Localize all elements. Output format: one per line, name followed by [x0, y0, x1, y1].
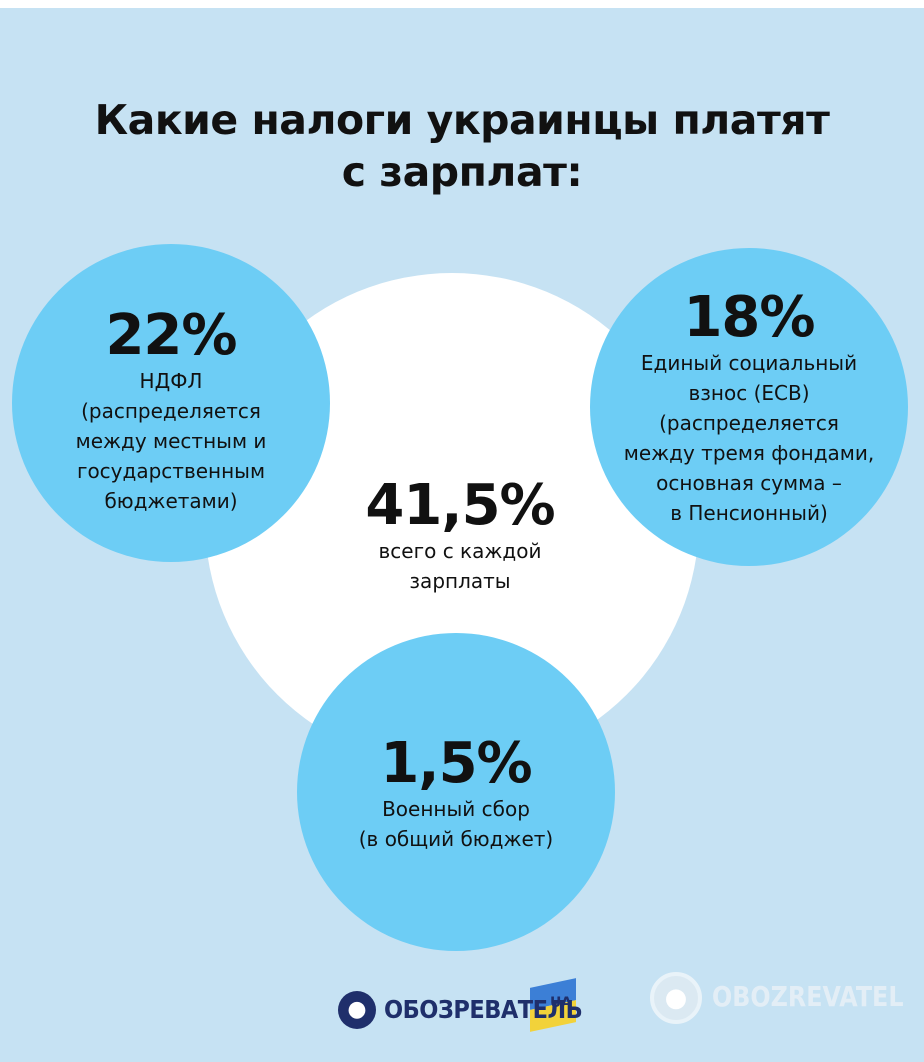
military-levy-circle: [297, 633, 615, 951]
esv-line: Единый социальный: [640, 351, 858, 375]
logo-wordmark: ОБОЗРЕВАТЕЛЬ: [384, 995, 583, 1024]
esv-line: в Пенсионный): [670, 501, 828, 525]
total-description: всего с каждой зарплаты: [320, 536, 600, 596]
esv-line: основная сумма –: [656, 471, 842, 495]
esv-circle: [590, 248, 908, 566]
watermark-wordmark: OBOZREVATEL: [712, 980, 904, 1013]
ndfl-percent: 22%: [105, 303, 237, 368]
ndfl-description: НДФЛ (распределяется между местным и гос…: [30, 366, 312, 516]
esv-line: между тремя фондами,: [623, 441, 875, 465]
page-title: Какие налоги украинцы платят с зарплат:: [0, 94, 924, 198]
title-line-1: Какие налоги украинцы платят: [94, 96, 830, 144]
esv-description: Единый социальный взнос (ЕСВ) (распредел…: [600, 348, 898, 528]
ndfl-line: государственным: [76, 459, 266, 483]
military-levy-description: Военный сбор (в общий бюджет): [310, 794, 602, 854]
total-line: зарплаты: [409, 569, 511, 593]
esv-line: взнос (ЕСВ): [688, 381, 810, 405]
ndfl-block: 22% НДФЛ (распределяется между местным и…: [30, 306, 312, 516]
total-percent: 41,5%: [365, 473, 555, 538]
ndfl-circle: [12, 244, 330, 562]
watermark-logo: ● OBOZREVATEL: [650, 970, 904, 1030]
total-line: всего с каждой: [378, 539, 542, 563]
esv-line: (распределяется: [659, 411, 839, 435]
title-line-2: с зарплат:: [341, 148, 583, 196]
watermark-globe-icon: ●: [650, 972, 702, 1024]
globe-icon: ●: [338, 991, 376, 1029]
ndfl-line: бюджетами): [104, 489, 238, 513]
military-levy-line: Военный сбор: [382, 797, 530, 821]
total-block: 41,5% всего с каждой зарплаты: [320, 476, 600, 596]
military-levy-percent: 1,5%: [380, 731, 532, 796]
ndfl-line: НДФЛ: [139, 369, 203, 393]
esv-block: 18% Единый социальный взнос (ЕСВ) (распр…: [600, 288, 898, 528]
esv-percent: 18%: [683, 285, 815, 350]
infographic: Какие налоги украинцы платят с зарплат: …: [0, 8, 924, 1062]
military-levy-line: (в общий бюджет): [358, 827, 554, 851]
ndfl-line: между местным и: [75, 429, 267, 453]
logo-suffix: UA: [550, 995, 572, 1011]
military-levy-block: 1,5% Военный сбор (в общий бюджет): [310, 734, 602, 854]
obozrevatel-logo: ● ОБОЗРЕВАТЕЛЬ UA: [338, 978, 588, 1035]
ndfl-line: (распределяется: [81, 399, 261, 423]
